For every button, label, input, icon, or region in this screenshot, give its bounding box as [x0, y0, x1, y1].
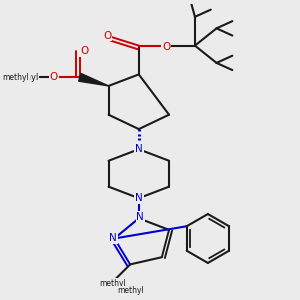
- Text: methyl: methyl: [100, 279, 126, 288]
- Text: N: N: [135, 144, 143, 154]
- Polygon shape: [79, 74, 109, 86]
- Text: O: O: [103, 31, 111, 40]
- Text: O: O: [50, 72, 58, 82]
- Text: O: O: [80, 46, 88, 56]
- Text: N: N: [109, 233, 117, 244]
- Text: methyl: methyl: [9, 73, 38, 82]
- Text: N: N: [136, 212, 144, 222]
- Text: N: N: [135, 193, 143, 203]
- Text: O: O: [162, 42, 170, 52]
- Text: methyl: methyl: [3, 73, 29, 82]
- Text: methyl: methyl: [117, 286, 144, 295]
